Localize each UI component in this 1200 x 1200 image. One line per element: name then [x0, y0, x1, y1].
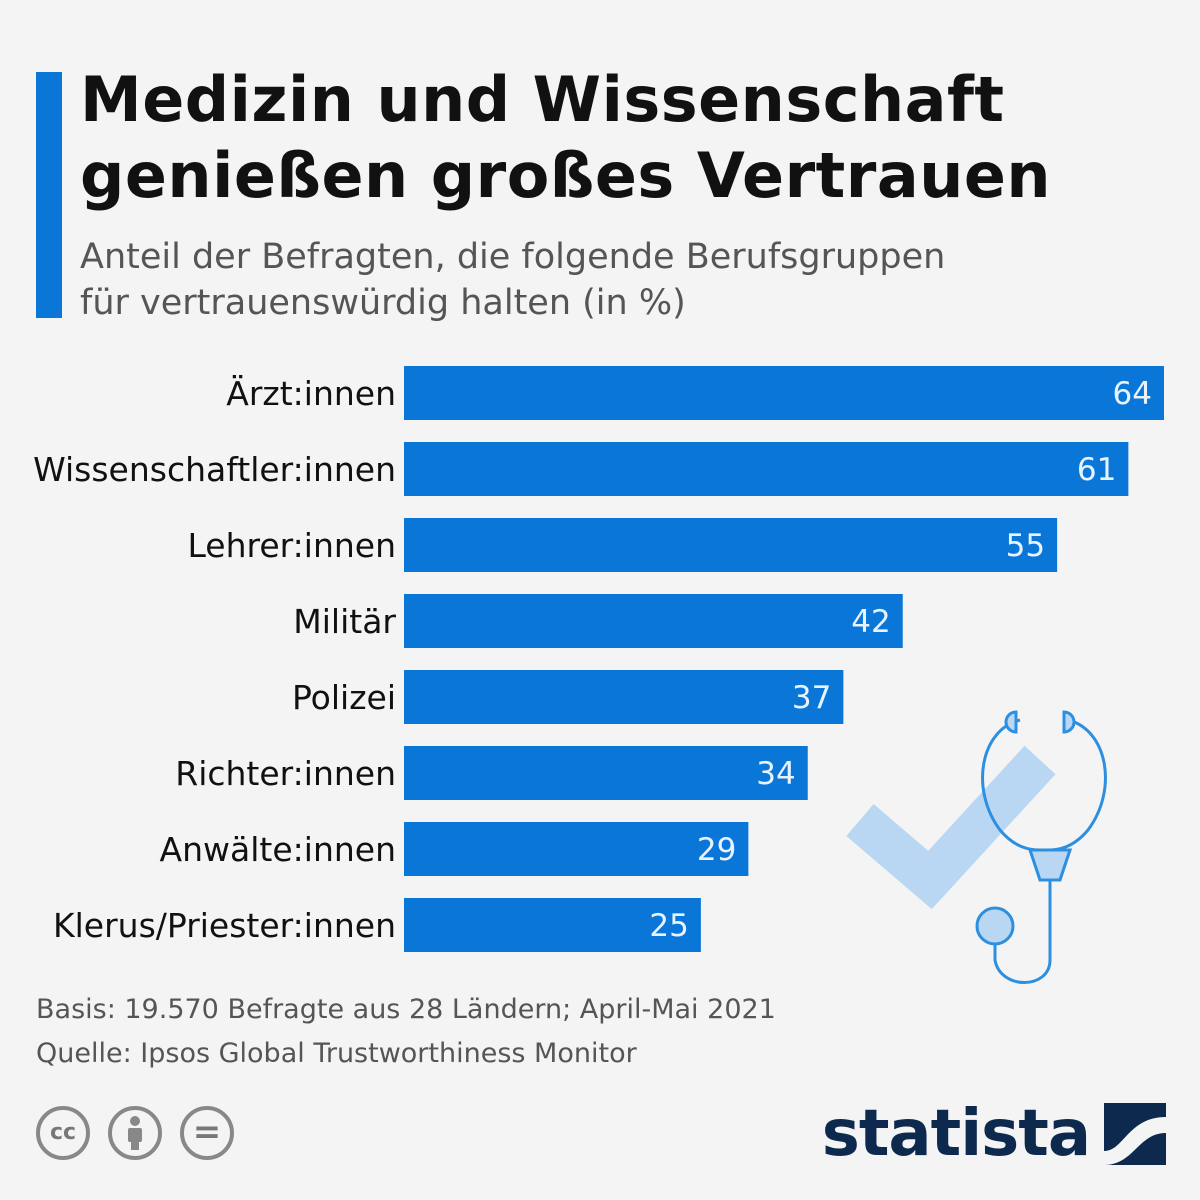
subtitle-line-1: Anteil der Befragten, die folgende Beruf…: [80, 237, 946, 277]
value-label-4: 37: [792, 680, 831, 716]
statista-logo[interactable]: statista: [822, 1094, 1166, 1174]
bar-5: [404, 746, 808, 800]
value-label-5: 34: [756, 756, 795, 792]
title-line-1: Medizin und Wissenschaft: [80, 63, 1005, 136]
chart-title: Medizin und Wissenschaft genießen großes…: [80, 62, 1160, 214]
value-label-1: 61: [1077, 452, 1116, 488]
stethoscope-icon: [975, 710, 1107, 984]
bar-6: [404, 822, 749, 876]
value-label-0: 64: [1113, 376, 1152, 412]
bar-1: [404, 442, 1129, 496]
category-label-3: Militär: [293, 602, 396, 641]
bar-3: [404, 594, 903, 648]
value-label-7: 25: [649, 908, 688, 944]
chart-subtitle: Anteil der Befragten, die folgende Beruf…: [80, 234, 1160, 326]
bar-chart: Ärzt:innen 64 Wissenschaftler:innen 61 Lehre…: [33, 366, 1164, 952]
bar-0: [404, 366, 1164, 420]
category-label-5: Richter:innen: [175, 754, 396, 793]
statista-wordmark: statista: [821, 1097, 1091, 1171]
subtitle-line-2: für vertrauenswürdig halten (in %): [80, 283, 686, 323]
category-label-4: Polizei: [292, 678, 396, 717]
bar-4: [404, 670, 844, 724]
category-label-1: Wissenschaftler:innen: [33, 450, 396, 489]
statista-logo-icon: [1104, 1103, 1166, 1165]
category-label-7: Klerus/Priester:innen: [53, 906, 396, 945]
bar-2: [404, 518, 1058, 572]
person-icon: [128, 1116, 142, 1150]
title-accent-bar: [36, 72, 62, 318]
title-line-2: genießen großes Vertrauen: [80, 139, 1052, 212]
stethoscope-illustration: [846, 710, 1107, 984]
category-label-6: Anwälte:innen: [160, 830, 396, 869]
value-label-3: 42: [851, 604, 890, 640]
category-label-2: Lehrer:innen: [188, 526, 397, 565]
basis-note: Basis: 19.570 Befragte aus 28 Ländern; A…: [36, 994, 776, 1025]
nd-license-icon[interactable]: =: [180, 1106, 234, 1160]
value-label-6: 29: [697, 832, 736, 868]
value-label-2: 55: [1006, 528, 1045, 564]
checkmark-icon: [846, 745, 1056, 910]
source-note: Quelle: Ipsos Global Trustworthiness Mon…: [36, 1038, 637, 1069]
cc-license-icon[interactable]: cc: [36, 1106, 90, 1160]
bar-7: [404, 898, 701, 952]
category-label-0: Ärzt:innen: [226, 374, 396, 413]
by-license-icon[interactable]: [108, 1106, 162, 1160]
chart-footer: Basis: 19.570 Befragte aus 28 Ländern; A…: [36, 988, 936, 1076]
